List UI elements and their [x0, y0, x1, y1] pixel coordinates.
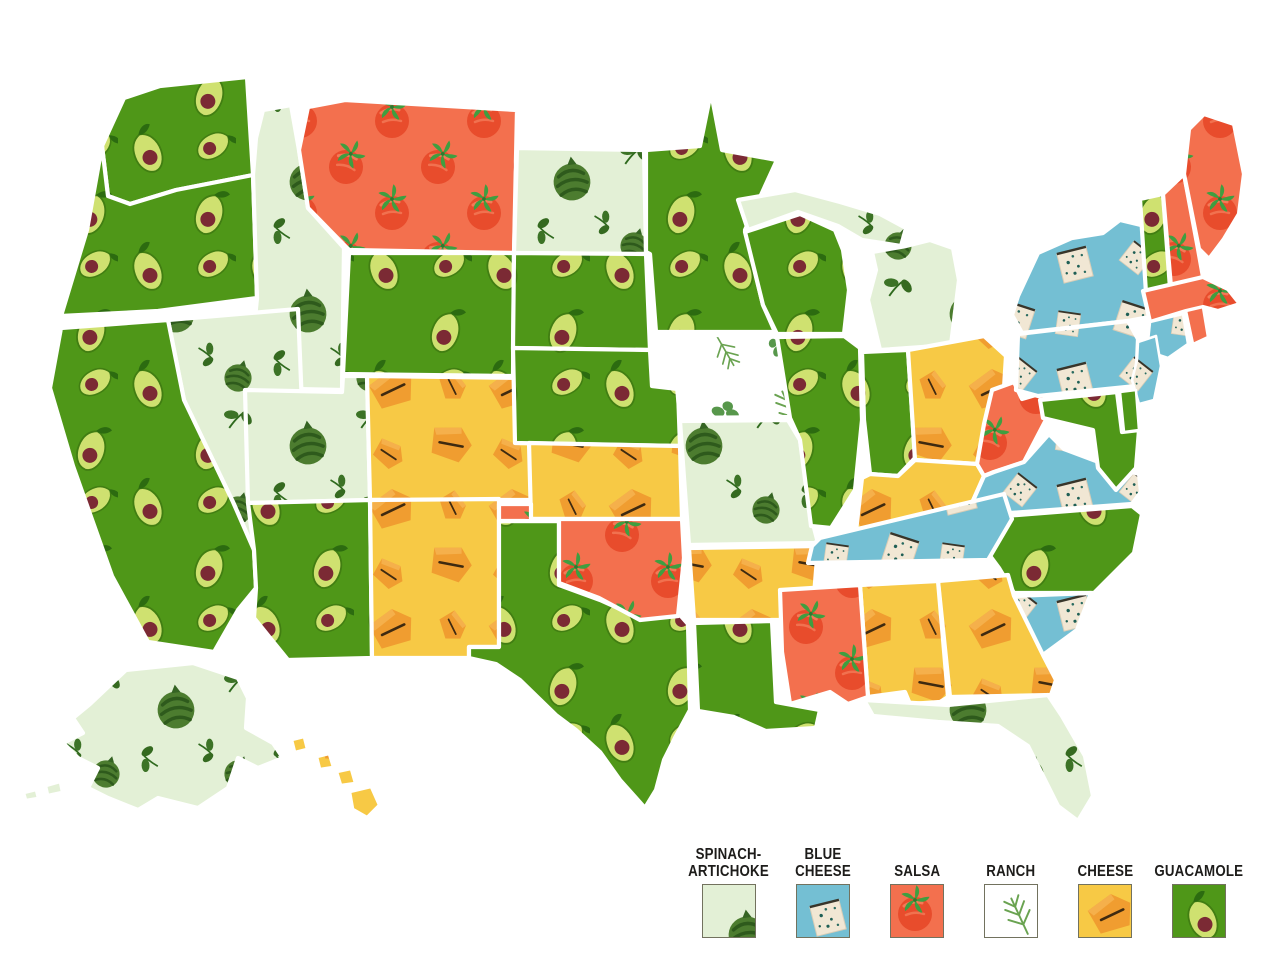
state-florida: [861, 692, 1096, 824]
legend-label: SALSA: [893, 860, 941, 879]
legend-swatch-cheese: [1078, 884, 1132, 938]
state-virginia: [965, 431, 1144, 519]
avocado-icon: [1173, 885, 1225, 937]
state-california: [47, 317, 259, 655]
legend-item-salsa: SALSA: [870, 840, 964, 938]
legend-item-spinach_artichoke: SPINACH- ARTICHOKE: [682, 840, 776, 938]
state-arizona: [245, 497, 375, 663]
legend-item-guacamole: GUACAMOLE: [1152, 840, 1246, 938]
state-kansas: [526, 440, 685, 522]
state-indiana: [859, 347, 918, 479]
legend-item-cheese: CHEESE: [1058, 840, 1152, 938]
state-nebraska: [510, 345, 683, 449]
state-new-jersey: [1130, 334, 1163, 406]
state-oklahoma: [496, 501, 687, 623]
legend-label: SPINACH- ARTICHOKE: [688, 844, 770, 879]
legend: SPINACH- ARTICHOKE BLUE CHEESE SALSA RANCH C…: [682, 840, 1246, 938]
state-new-mexico: [367, 496, 502, 661]
state-massachusetts: [1140, 274, 1243, 325]
state-maine: [1181, 111, 1247, 262]
state-hawaii: [290, 735, 381, 819]
legend-swatch-ranch: [984, 884, 1038, 938]
state-maryland: [1037, 389, 1142, 493]
tomato-icon: [891, 885, 943, 937]
artichoke-icon: [703, 885, 755, 937]
state-illinois: [774, 333, 865, 531]
state-wisconsin: [742, 211, 852, 337]
legend-label: CHEESE: [1077, 860, 1133, 879]
legend-swatch-guacamole: [1172, 884, 1226, 938]
state-alaska: [22, 660, 286, 813]
state-wyoming: [340, 250, 517, 379]
state-utah: [242, 373, 373, 506]
state-south-dakota: [510, 250, 653, 353]
blue-cheese-cube-icon: [797, 885, 849, 937]
state-oregon: [58, 143, 260, 319]
legend-swatch-salsa: [890, 884, 944, 938]
legend-label: RANCH: [986, 860, 1036, 879]
legend-item-blue_cheese: BLUE CHEESE: [776, 840, 870, 938]
state-tennessee: [805, 491, 1015, 566]
state-mississippi: [777, 582, 871, 707]
states-layer: [22, 74, 1247, 824]
state-montana: [296, 97, 520, 256]
state-rhode-island: [1184, 305, 1210, 346]
state-colorado: [364, 373, 534, 503]
state-north-dakota: [511, 145, 649, 257]
state-missouri: [677, 417, 821, 548]
state-new-hampshire: [1160, 171, 1206, 290]
legend-label: BLUE CHEESE: [795, 844, 851, 879]
state-georgia: [935, 572, 1059, 700]
state-louisiana: [691, 618, 823, 734]
legend-swatch-blue_cheese: [796, 884, 850, 938]
state-michigan: [865, 237, 962, 353]
state-new-york: [1009, 217, 1163, 336]
legend-label: GUACAMOLE: [1154, 860, 1244, 879]
herb-sprig-icon: [985, 885, 1037, 937]
legend-item-ranch: RANCH: [964, 840, 1058, 938]
state-delaware: [1118, 388, 1141, 434]
legend-swatch-spinach_artichoke: [702, 884, 756, 938]
cheese-chip-icon: [1079, 885, 1131, 937]
state-alabama: [857, 578, 951, 707]
state-pennsylvania: [1013, 318, 1141, 399]
